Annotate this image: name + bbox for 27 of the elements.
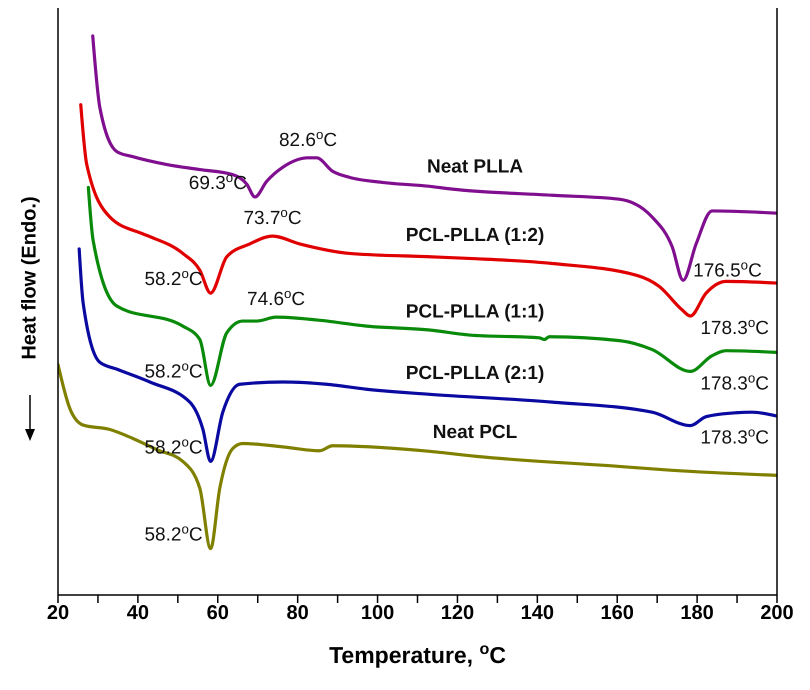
series-label: PCL-PLLA (2:1) (406, 363, 544, 384)
y-axis-title: Heat flow (Endo.) (18, 196, 40, 360)
x-tick-label: 40 (126, 602, 150, 624)
annotation: 58.2$^{o}$C (144, 358, 203, 382)
series-label: PCL-PLLA (1:1) (406, 301, 544, 322)
annotation: 73.7$^{o}$C (243, 204, 302, 230)
x-tick-label: 120 (440, 602, 474, 624)
series-label: Neat PCL (432, 422, 518, 444)
annotation: 58.2$^{o}$C (144, 266, 203, 290)
x-tick-label: 20 (46, 602, 70, 624)
annotation: 178.3$^{o}$C (700, 370, 770, 394)
annotation: 74.6$^{o}$C (247, 286, 306, 310)
x-tick-label: 180 (680, 602, 714, 624)
annotation: 178.3$^{o}$C (700, 424, 770, 449)
x-tick-label: 140 (520, 602, 554, 624)
x-tick-label: 200 (760, 602, 794, 624)
x-tick-label: 60 (206, 602, 229, 624)
series-label: Neat PLLA (426, 156, 524, 178)
x-axis-title: Temperature, $^{o}$C (329, 640, 506, 668)
x-tick-label: 100 (360, 602, 394, 624)
annotation: 176.5$^{o}$C (693, 256, 762, 282)
annotation: 58.2$^{o}$C (144, 521, 203, 546)
x-tick-label: 80 (286, 602, 309, 624)
annotation: 82.6$^{o}$C (278, 126, 338, 151)
x-tick-label: 160 (600, 602, 634, 624)
annotation: 178.3$^{o}$C (700, 314, 770, 340)
series-label: PCL-PLLA (1:2) (406, 224, 544, 246)
